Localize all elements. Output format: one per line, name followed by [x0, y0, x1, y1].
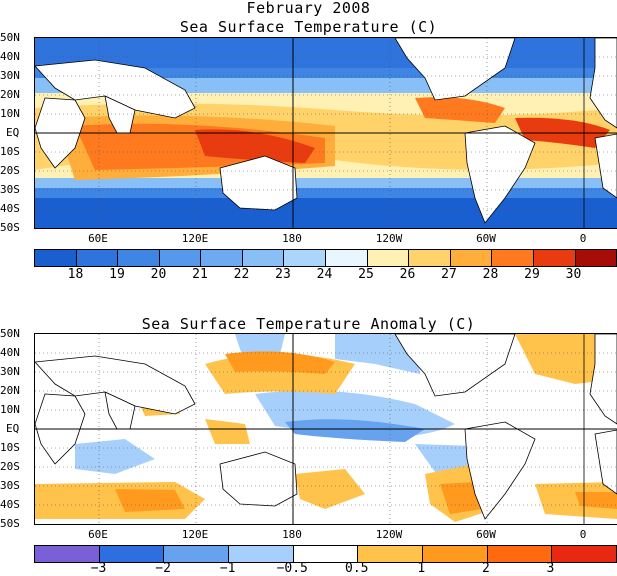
anomaly-colorbar-label: −3: [90, 561, 107, 576]
anomaly-colorbar-swatch: [99, 546, 165, 562]
sst-colorbar-swatch: [35, 250, 77, 266]
sst-colorbar-label: 25: [358, 267, 374, 282]
lat-label-10s-b: 10S: [0, 441, 20, 454]
anomaly-colorbar-swatch: [229, 546, 294, 562]
lat-label-30n-b: 30N: [0, 365, 20, 378]
lat-label-50s-b: 50S: [0, 517, 20, 530]
lat-label-40s-b: 40S: [0, 498, 20, 511]
lat-label-50n: 50N: [0, 31, 20, 44]
sst-colorbar-swatch: [201, 250, 243, 266]
lat-label-eq: EQ: [6, 126, 20, 139]
lat-label-20s: 20S: [0, 164, 20, 177]
sst-colorbar-swatch: [409, 250, 451, 266]
lat-label-20s-b: 20S: [0, 460, 20, 473]
lon-label-0-b: 0: [579, 528, 587, 541]
lat-label-50n-b: 50N: [0, 327, 20, 340]
main-title: February 2008: [246, 0, 371, 17]
lat-label-40s: 40S: [0, 202, 20, 215]
sst-colorbar-swatch: [450, 250, 493, 266]
sst-colorbar-label: 22: [233, 267, 250, 282]
lat-label-20n: 20N: [0, 88, 20, 101]
lat-label-50s: 50S: [0, 221, 20, 234]
lat-label-eq-b: EQ: [6, 422, 20, 435]
lon-label-60w: 60W: [476, 232, 496, 245]
anomaly-colorbar-swatch: [552, 546, 617, 562]
lon-label-60e-b: 60E: [88, 528, 108, 541]
anomaly-colorbar-swatch: [423, 546, 488, 562]
anomaly-panel-title: Sea Surface Temperature Anomaly (C): [141, 315, 476, 333]
anomaly-colorbar-label: 2: [481, 561, 490, 576]
anomaly-colorbar-swatch: [164, 546, 230, 562]
lon-label-120w: 120W: [375, 232, 403, 245]
lat-label-30n: 30N: [0, 69, 20, 82]
anomaly-colorbar-label: −1: [219, 561, 236, 576]
lon-label-180: 180: [282, 232, 302, 245]
sst-colorbar-label: 29: [524, 267, 540, 282]
sst-colorbar-label: 26: [399, 267, 416, 282]
sst-colorbar-label: 28: [482, 267, 499, 282]
sst-colorbar-label: 24: [316, 267, 333, 282]
lat-label-30s: 30S: [0, 183, 20, 196]
anomaly-colorbar-label: 0.5: [345, 561, 369, 576]
anomaly-colorbar-swatch: [35, 546, 100, 562]
lon-label-120e-b: 120E: [181, 528, 209, 541]
anomaly-colorbar-swatch: [293, 546, 359, 562]
sst-map: [34, 37, 617, 229]
sst-colorbar-label: 23: [275, 267, 291, 282]
anomaly-colorbar: [34, 545, 617, 563]
sst-colorbar-label: 19: [109, 267, 125, 282]
sst-colorbar-swatch: [284, 250, 327, 266]
sst-colorbar-swatch: [159, 250, 202, 266]
lat-label-40n: 40N: [0, 50, 20, 63]
sst-colorbar-swatch: [326, 250, 368, 266]
lon-label-180-b: 180: [282, 528, 302, 541]
lon-label-0: 0: [579, 232, 587, 245]
lat-label-10n: 10N: [0, 107, 20, 120]
sst-colorbar-label: 30: [565, 267, 582, 282]
sst-colorbar-label: 20: [150, 267, 167, 282]
lon-label-60w-b: 60W: [476, 528, 496, 541]
sst-colorbar-swatch: [118, 250, 160, 266]
anomaly-colorbar-label: −2: [155, 561, 171, 576]
sst-colorbar-swatch: [367, 250, 410, 266]
lat-label-10n-b: 10N: [0, 403, 20, 416]
sst-colorbar-label: 27: [441, 267, 457, 282]
lon-label-120w-b: 120W: [375, 528, 403, 541]
lat-label-40n-b: 40N: [0, 346, 20, 359]
anomaly-colorbar-label: 3: [546, 561, 555, 576]
sst-colorbar-swatch: [76, 250, 119, 266]
sst-colorbar-label: 18: [67, 267, 84, 282]
sst-colorbar: [34, 249, 617, 267]
sst-panel-title: Sea Surface Temperature (C): [179, 18, 438, 36]
lon-label-120e: 120E: [181, 232, 209, 245]
sst-colorbar-swatch: [242, 250, 285, 266]
anomaly-map: [34, 333, 617, 525]
sst-colorbar-swatch: [492, 250, 534, 266]
lat-label-20n-b: 20N: [0, 384, 20, 397]
sst-colorbar-label: 21: [192, 267, 208, 282]
anomaly-colorbar-swatch: [358, 546, 424, 562]
sst-colorbar-swatch: [575, 250, 617, 266]
anomaly-colorbar-swatch: [487, 546, 553, 562]
anomaly-colorbar-label: −0.5: [276, 561, 308, 576]
lat-label-10s: 10S: [0, 145, 20, 158]
anomaly-colorbar-label: 1: [417, 561, 426, 576]
sst-colorbar-swatch: [533, 250, 576, 266]
lat-label-30s-b: 30S: [0, 479, 20, 492]
lon-label-60e: 60E: [88, 232, 108, 245]
